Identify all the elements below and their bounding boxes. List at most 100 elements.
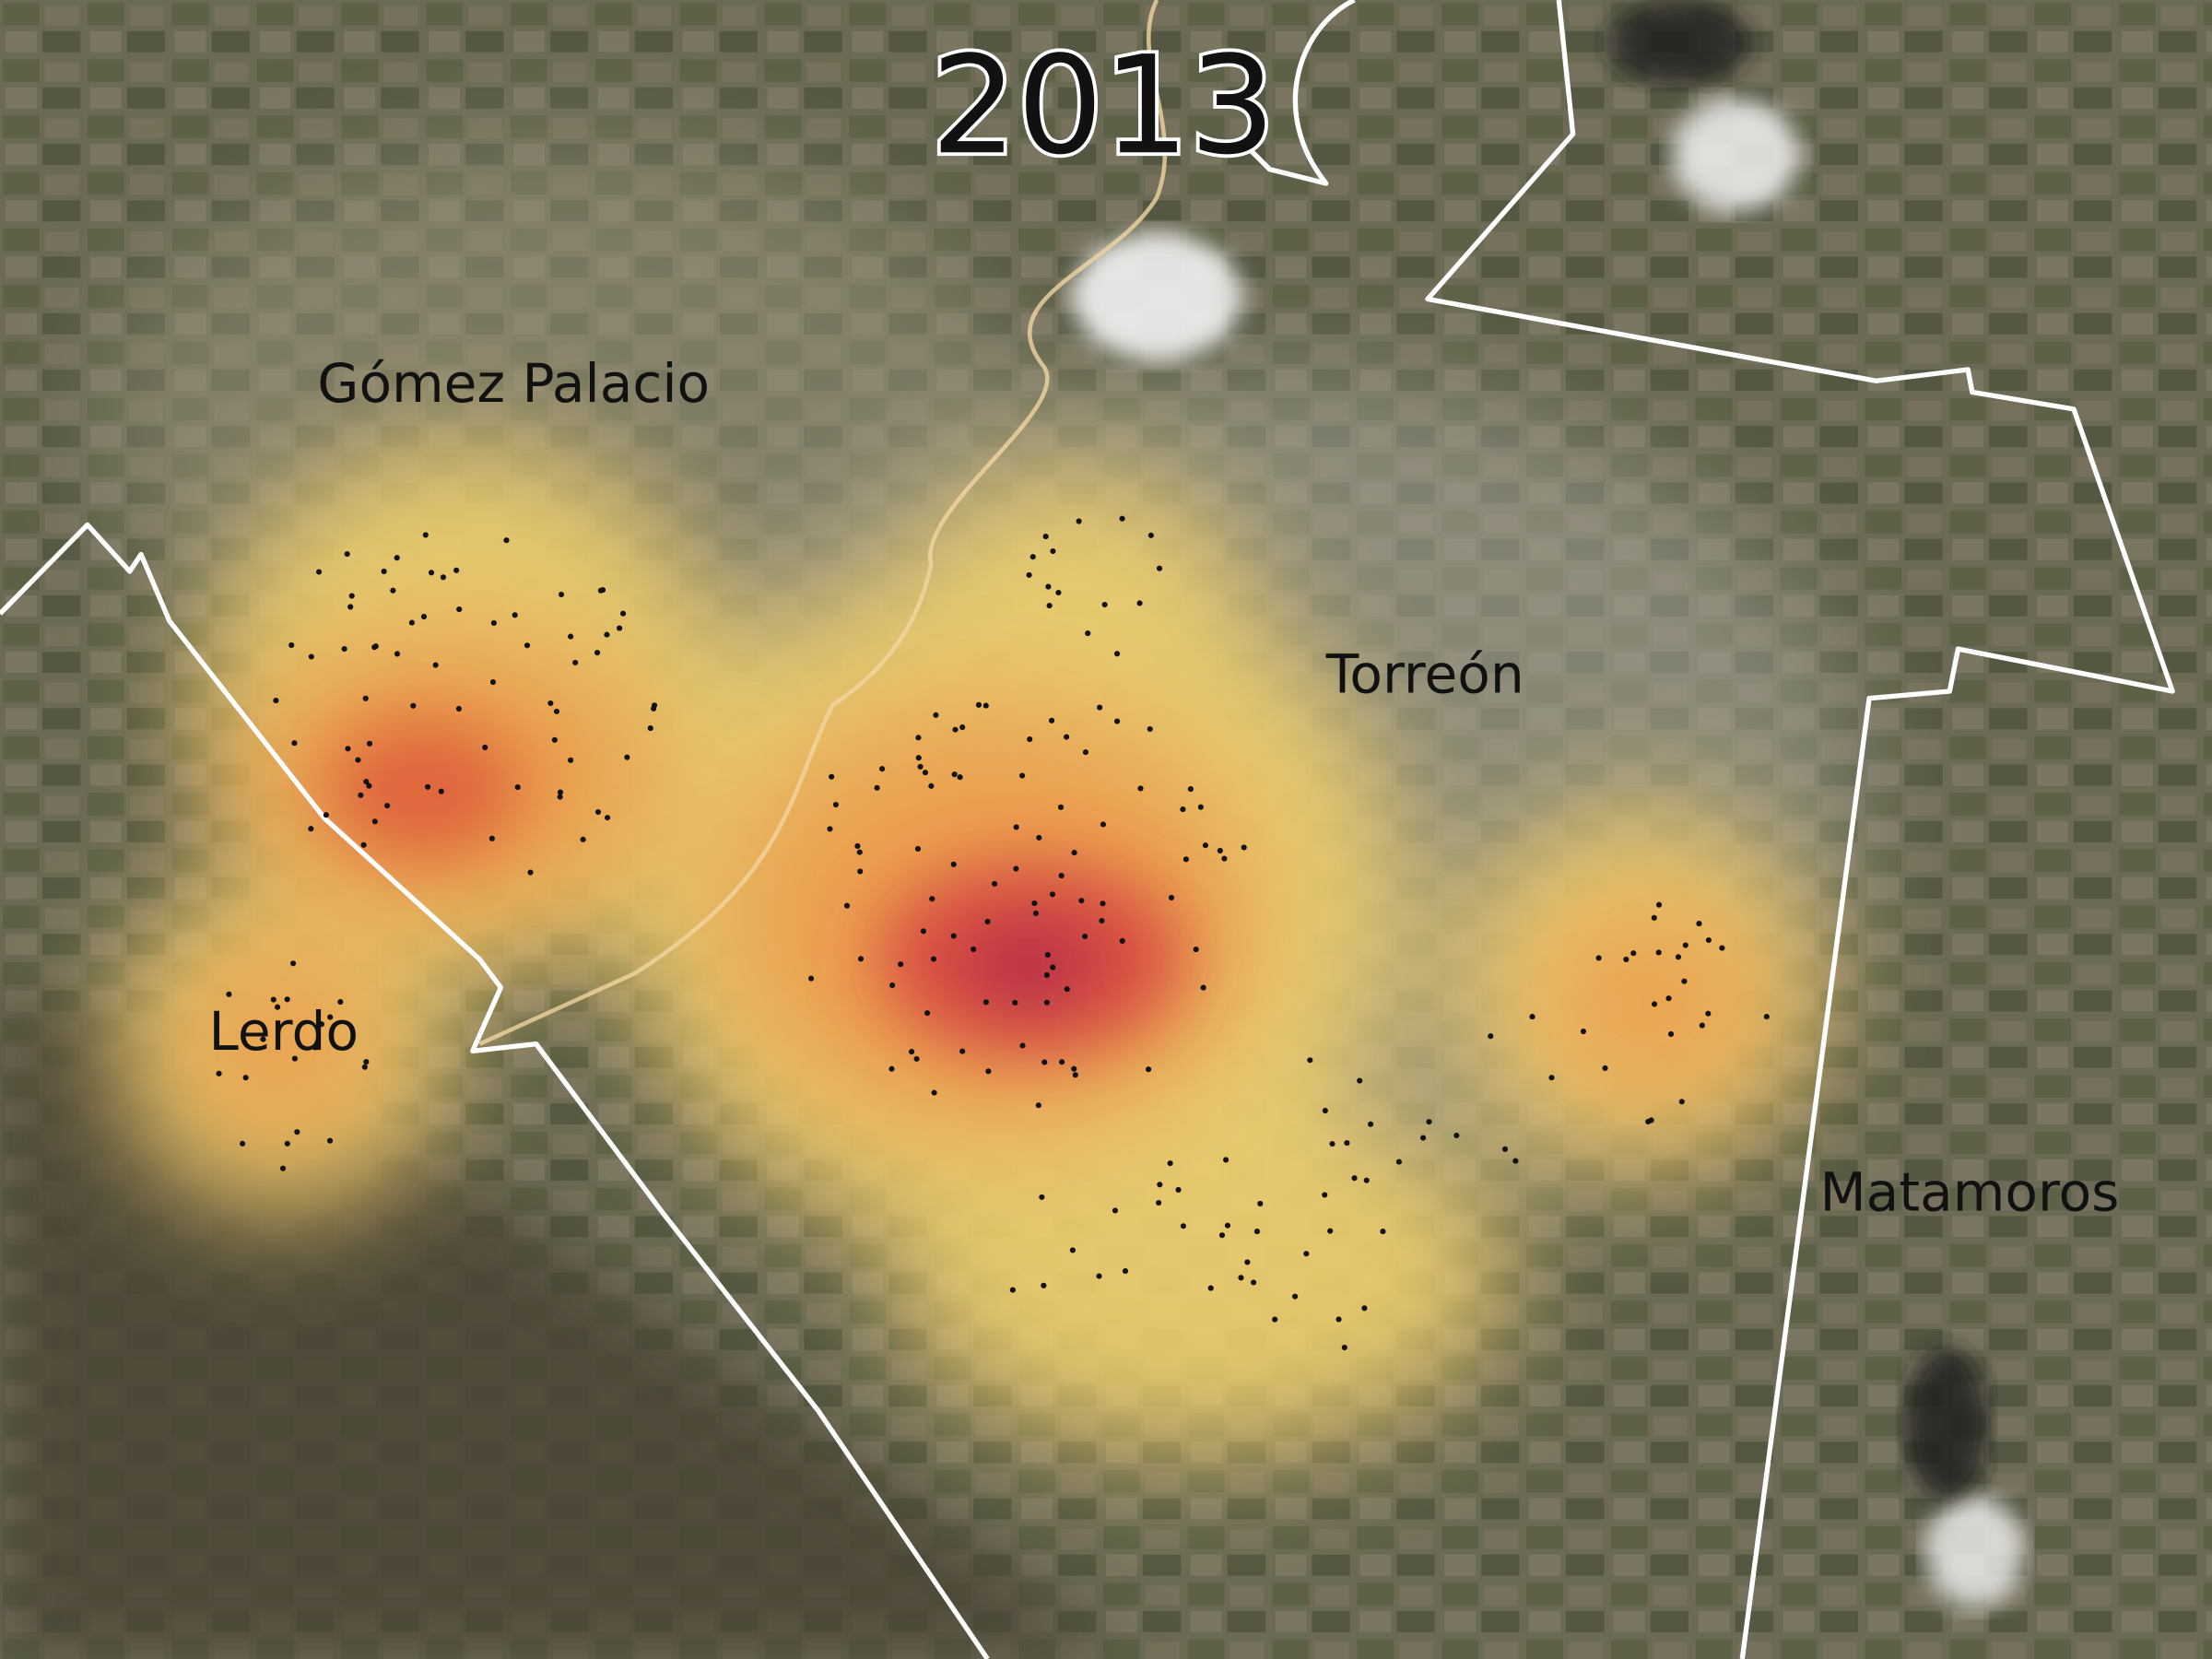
incident-dot [1251,1279,1257,1286]
incident-dot [284,996,290,1003]
incident-dot [617,625,623,631]
incident-dot [1069,1247,1076,1253]
incident-dot [1187,786,1194,793]
incident-dot [1223,1157,1230,1163]
incident-dot [394,555,400,561]
incident-dot [1623,956,1630,963]
incident-dot [345,746,351,752]
incident-dot [1013,824,1019,830]
incident-dot [1357,1077,1363,1084]
incident-dot [889,982,896,989]
incident-dot [316,569,323,575]
incident-dot [1027,735,1033,743]
incident-dot [647,725,653,732]
incident-dot [931,1089,937,1096]
incident-dot [1071,1065,1077,1072]
incident-dot [514,784,521,791]
heatmap [112,437,1820,1453]
incident-dot [362,695,369,701]
place-label: Torreón [1325,643,1524,706]
incident-dot [1030,554,1036,560]
incident-dot [503,537,510,544]
incident-dot [390,587,396,594]
incident-dot [651,705,657,712]
incident-dot [1050,964,1056,971]
incident-dot [1043,971,1050,979]
incident-dot [358,792,364,798]
incident-dot [1678,1099,1685,1105]
incident-dot [1049,891,1056,898]
incident-dot [488,835,495,841]
incident-dot [929,896,935,902]
incident-dot [1244,1259,1251,1265]
incident-dot [1257,1200,1264,1206]
incident-dot [1307,1057,1313,1064]
incident-dot [1085,630,1091,637]
incident-dot [1351,1175,1358,1182]
incident-dot [1652,1001,1658,1007]
incident-dot [888,1065,895,1072]
incident-dot [909,1049,915,1055]
incident-dot [355,757,361,763]
incident-dot [327,1014,334,1020]
incident-dot [959,1048,966,1054]
incident-dot [1630,950,1637,957]
incident-dot [1036,834,1042,841]
incident-dot [279,1165,287,1171]
incident-dot [360,841,367,848]
incident-dot [1072,1072,1078,1078]
incident-dot [1057,804,1065,810]
incident-dot [323,812,329,818]
incident-dot [547,700,554,707]
incident-dot [1168,894,1175,900]
incident-dot [363,779,370,785]
incident-dot [308,826,314,832]
incident-dot [914,845,922,853]
incident-dot [489,678,497,686]
incident-dot [1329,1140,1335,1147]
incident-dot [1580,1028,1587,1035]
incident-dot [1548,1075,1555,1081]
incident-dot [1112,1207,1119,1214]
incident-dot [1180,1223,1186,1230]
incident-dot [1218,1232,1226,1239]
incident-dot [829,773,835,780]
incident-dot [1042,534,1049,540]
incident-dot [242,1075,249,1081]
incident-dot [291,1055,298,1062]
incident-dot [1013,865,1019,872]
incident-dot [985,1068,992,1075]
incident-dot [1202,842,1208,849]
incident-dot [1019,1042,1026,1049]
river [478,0,1168,1046]
incident-dot [558,591,565,598]
incident-dot [1081,933,1088,940]
incident-dot [1055,589,1062,596]
incident-dot [1344,1140,1350,1147]
incident-dot [1156,1199,1162,1206]
incident-dot [482,744,488,750]
incident-dot [527,869,534,876]
place-label: Matamoros [1819,1160,2119,1223]
incident-dot [982,702,989,709]
incident-dot [1655,901,1663,908]
incident-dot [915,735,922,741]
incident-dot [341,646,347,653]
incident-dot [1197,804,1204,810]
incident-dot [1221,855,1228,862]
incident-dot [832,802,839,808]
incident-dot [568,633,574,640]
incident-dot [1012,999,1018,1006]
incident-dot [1217,847,1223,854]
incident-dot [580,836,586,842]
place-label: Gómez Palacio [317,352,710,415]
incident-dot [318,1021,325,1028]
incident-dot [1049,717,1055,724]
incident-dot [1696,921,1702,927]
incident-dot [568,757,574,763]
incident-dot [1682,942,1688,948]
incident-dot [1032,910,1039,916]
incident-dot [408,619,415,626]
incident-dot [410,702,417,709]
